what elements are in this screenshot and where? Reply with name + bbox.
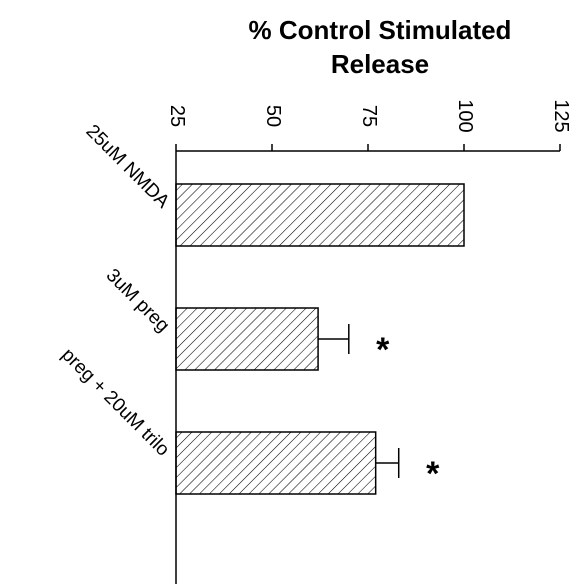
bar: [175, 307, 319, 371]
tick-label: 125: [550, 99, 572, 132]
tick-label: 100: [454, 99, 476, 132]
tick-label: 75: [358, 105, 380, 127]
chart-title-line-2: Release: [331, 49, 429, 79]
tick-label: 25: [166, 105, 188, 127]
category-label: 3uM preg: [102, 265, 174, 337]
significance-marker: *: [426, 455, 440, 493]
chart-title-line-1: % Control Stimulated: [249, 15, 512, 45]
bar: [175, 431, 377, 495]
chart-title: % Control Stimulated Release: [249, 15, 512, 79]
category-label: 25uM NMDA: [82, 121, 174, 213]
tick-label: 50: [262, 105, 284, 127]
category-label: preg + 20uM trilo: [57, 344, 173, 460]
bar: [175, 183, 465, 247]
significance-marker: *: [376, 331, 390, 369]
bars: **: [175, 183, 465, 495]
